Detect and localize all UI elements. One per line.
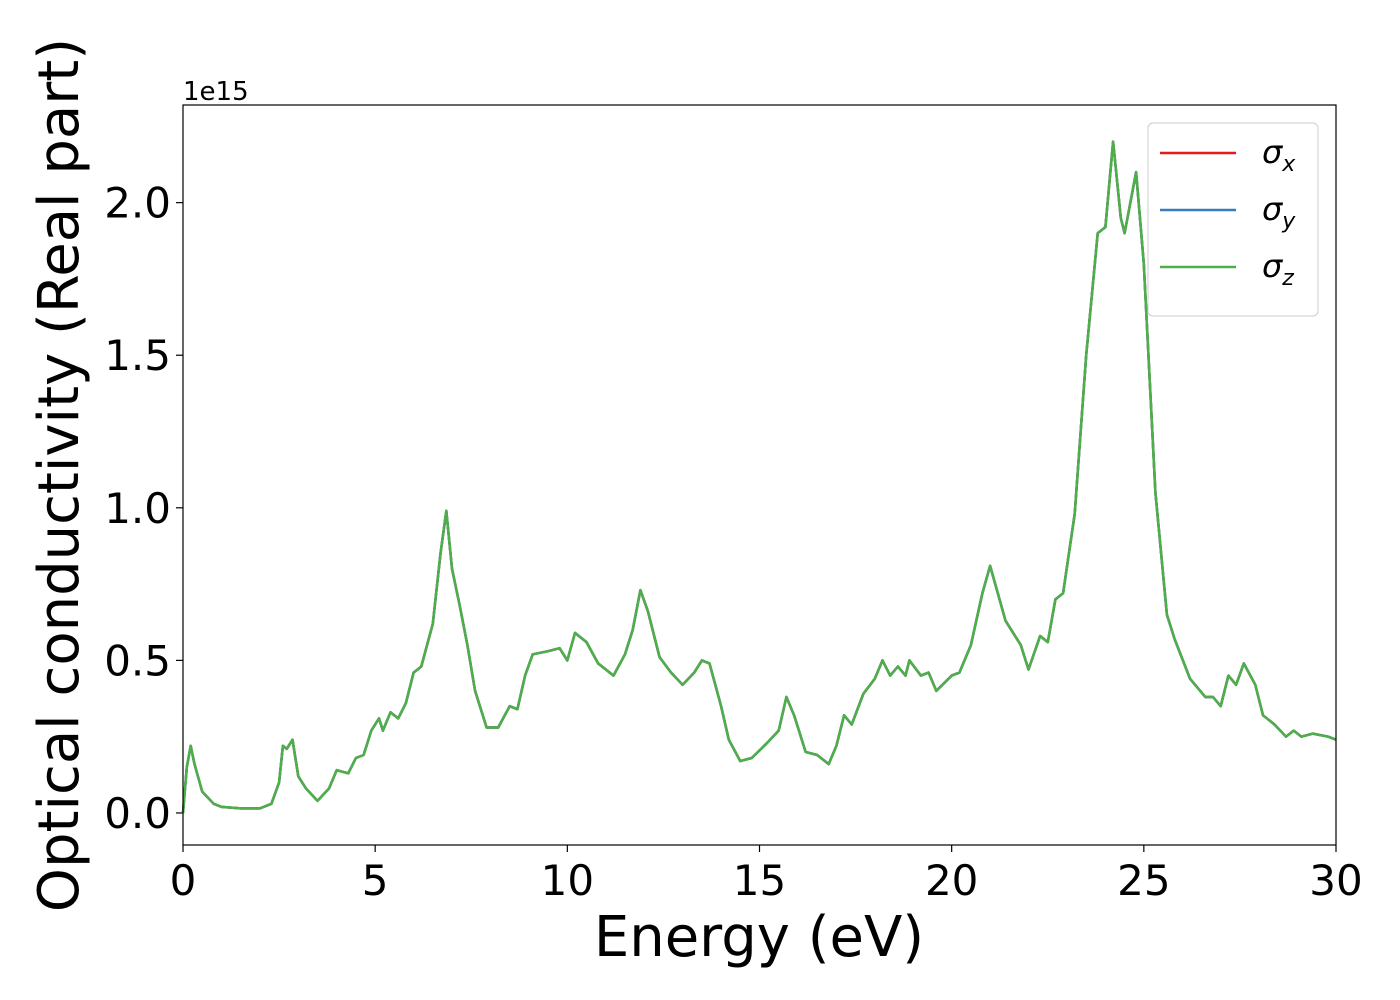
- y-offset-label: 1e15: [183, 77, 249, 107]
- x-tick-label: 20: [925, 856, 978, 905]
- x-axis-label: Energy (eV): [594, 905, 924, 970]
- y-tick-label: 0.5: [104, 636, 171, 685]
- plot-frame: [182, 104, 1337, 846]
- x-tick-label: 30: [1309, 856, 1362, 905]
- y-tick-label: 1.5: [104, 331, 171, 380]
- x-tick-label: 25: [1117, 856, 1170, 905]
- x-tick-label: 10: [541, 856, 594, 905]
- legend-label: σy: [1262, 190, 1296, 234]
- series-line: [181, 140, 1337, 814]
- y-tick-label: 1.0: [104, 484, 171, 533]
- legend-label: σz: [1262, 247, 1294, 291]
- legend-label: σx: [1262, 133, 1296, 177]
- x-tick-label: 15: [733, 856, 786, 905]
- y-tick-label: 0.0: [104, 789, 171, 838]
- x-tick-label: 0: [170, 856, 197, 905]
- x-tick-label: 5: [362, 856, 389, 905]
- y-axis-label: Optical conductivity (Real part): [27, 38, 92, 912]
- y-tick-label: 2.0: [104, 179, 171, 228]
